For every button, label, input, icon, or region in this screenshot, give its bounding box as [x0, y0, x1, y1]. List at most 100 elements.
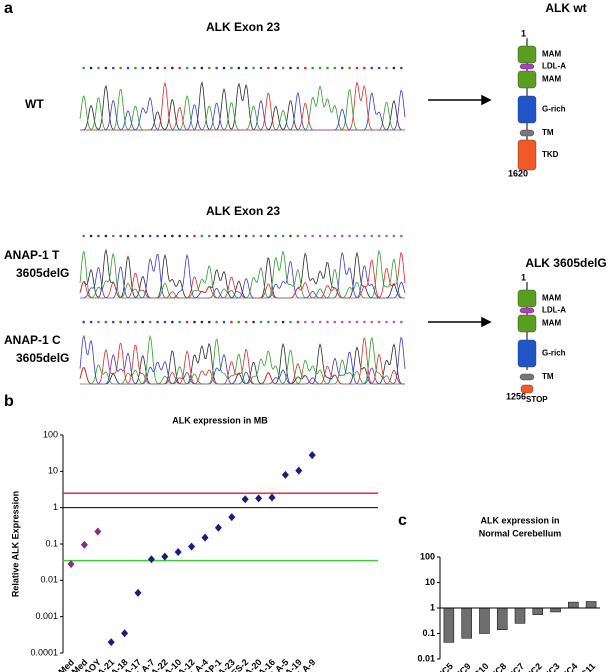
base-call	[111, 320, 115, 324]
data-point	[174, 548, 182, 557]
base-call	[111, 66, 115, 70]
base-call	[237, 320, 241, 324]
protein-domain	[519, 63, 535, 70]
base-call	[222, 320, 226, 324]
base-call	[97, 320, 100, 324]
base-call	[171, 320, 174, 324]
base-call	[111, 234, 115, 238]
protein-domain	[517, 339, 537, 368]
data-point	[214, 523, 222, 532]
base-call	[82, 66, 85, 70]
base-call	[244, 234, 248, 238]
protein-domain	[519, 373, 535, 381]
bar	[461, 607, 472, 639]
base-call	[163, 66, 167, 70]
base-call	[141, 234, 145, 238]
base-call	[252, 66, 255, 70]
base-call	[377, 320, 381, 324]
data-point	[94, 527, 102, 536]
base-call	[134, 234, 137, 238]
base-call	[400, 66, 403, 70]
chromatogram-trace	[79, 337, 405, 385]
base-call	[326, 66, 329, 70]
base-call	[296, 66, 300, 70]
base-call	[230, 234, 233, 238]
base-call	[296, 234, 300, 238]
data-point	[241, 495, 249, 504]
x-tick-label: NC5	[435, 661, 455, 672]
base-call	[340, 66, 344, 70]
base-call	[237, 66, 241, 70]
y-tick-label: 0.1	[422, 628, 435, 638]
x-tick-label: NC3	[542, 661, 562, 672]
base-call	[303, 320, 307, 324]
base-call	[126, 66, 130, 70]
base-call	[126, 234, 130, 238]
data-point	[188, 542, 196, 551]
base-call	[355, 320, 359, 324]
sample-label: 3605delG	[16, 351, 69, 365]
base-call	[141, 66, 145, 70]
base-call	[259, 320, 263, 324]
base-call	[333, 234, 337, 238]
chart-title: ALK expression in MB	[172, 415, 268, 425]
base-call	[237, 234, 241, 238]
base-call	[185, 320, 189, 324]
domain-label: LDL-A	[542, 306, 566, 315]
x-tick-label: NC10	[467, 661, 490, 672]
base-call	[156, 320, 159, 324]
base-call	[385, 66, 388, 70]
chromatogram-trace	[80, 81, 405, 131]
base-call	[303, 234, 307, 238]
y-axis-label: Relative ALK Expression	[10, 491, 20, 597]
y-tick-label: 0.1	[45, 538, 58, 548]
base-call	[318, 320, 322, 324]
x-tick-label: NC9	[453, 661, 473, 672]
domain-label: TM	[542, 372, 554, 381]
base-call	[392, 234, 396, 238]
protein-domain	[517, 139, 537, 171]
x-tick-label: NC4	[560, 661, 580, 672]
base-call	[156, 234, 159, 238]
sample-label: WT	[25, 97, 44, 111]
chart-title: Normal Cerebellum	[479, 528, 562, 538]
protein-domain	[517, 95, 537, 124]
y-tick-label: 0.001	[35, 611, 58, 621]
x-tick-label: NC8	[489, 661, 509, 672]
domain-label: G-rich	[542, 349, 566, 358]
y-tick-label: 1	[430, 602, 435, 612]
y-tick-label: 0.01	[417, 653, 435, 663]
base-call	[126, 320, 130, 324]
panel-label: b	[4, 393, 14, 410]
base-call	[200, 234, 204, 238]
base-call	[104, 320, 108, 324]
base-call	[274, 234, 278, 238]
base-call	[119, 66, 122, 70]
base-call	[148, 320, 152, 324]
base-call	[377, 234, 381, 238]
base-call	[311, 320, 314, 324]
x-tick-label: NC2	[524, 661, 544, 672]
chromatogram-trace	[79, 334, 406, 385]
base-call	[156, 66, 159, 70]
chromatogram-trace	[80, 81, 405, 131]
data-point	[67, 560, 75, 569]
base-call	[252, 234, 255, 238]
protein-name: ALK 3605delG	[525, 256, 606, 270]
chromatogram-trace	[79, 85, 405, 131]
base-call	[289, 234, 292, 238]
sample-label: ANAP-1 C	[4, 333, 61, 347]
base-call	[363, 66, 366, 70]
base-call	[348, 320, 351, 324]
base-call	[400, 234, 403, 238]
trace-title: ALK Exon 23	[206, 204, 280, 218]
domain-label: LDL-A	[542, 62, 566, 71]
base-call	[222, 234, 226, 238]
data-point	[281, 470, 289, 479]
y-tick-label: 100	[420, 551, 435, 561]
base-call	[171, 234, 174, 238]
base-call	[340, 234, 344, 238]
base-call	[148, 234, 152, 238]
base-call	[318, 234, 322, 238]
base-call	[230, 66, 233, 70]
